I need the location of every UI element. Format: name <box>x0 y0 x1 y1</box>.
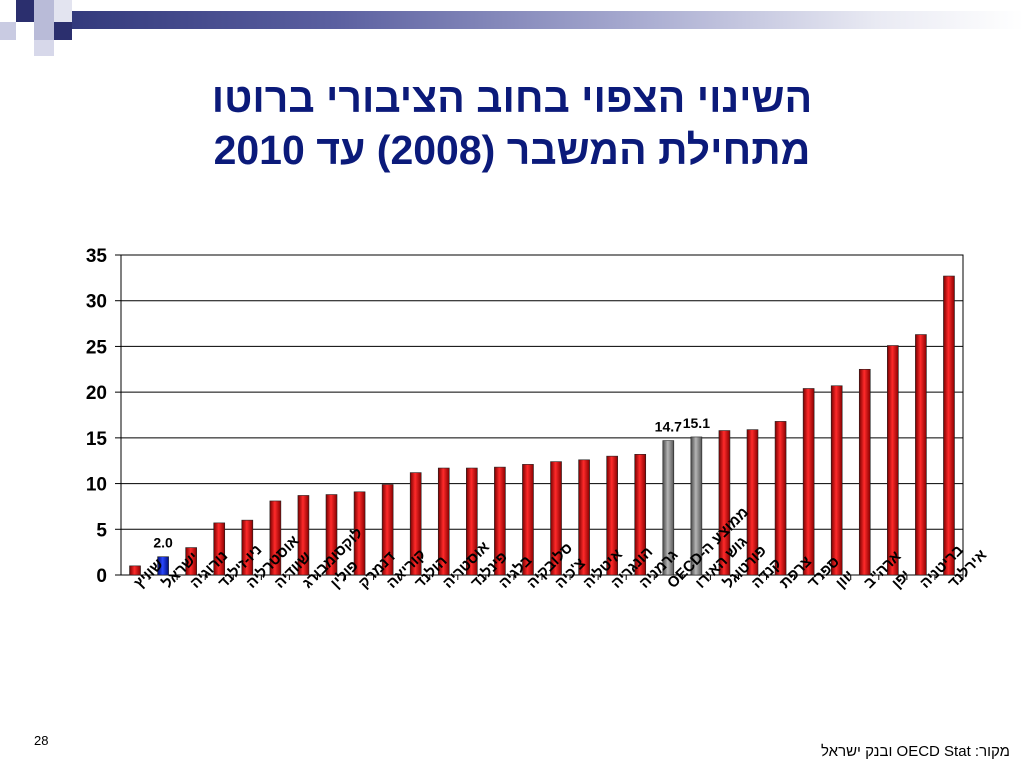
corner-decoration <box>0 0 72 56</box>
y-tick-label: 15 <box>86 429 108 450</box>
y-tick-label: 25 <box>86 337 108 358</box>
bar <box>578 459 590 576</box>
bar <box>858 368 871 576</box>
bar <box>662 440 675 576</box>
header-band <box>40 11 1024 29</box>
bar <box>802 388 815 576</box>
y-tick-label: 30 <box>86 292 107 313</box>
source-note: מקור: OECD Stat ובנק ישראל <box>821 743 1010 760</box>
y-tick-label: 20 <box>86 383 107 404</box>
bar <box>157 556 169 576</box>
bar <box>774 421 787 576</box>
bar <box>129 565 141 576</box>
bar <box>494 466 506 576</box>
bar <box>746 429 759 576</box>
slide-title: השינוי הצפוי בחוב הציבורי ברוטו מתחילת ה… <box>0 72 1024 176</box>
bar <box>915 334 927 576</box>
bar <box>353 491 366 576</box>
bar <box>830 385 843 576</box>
y-tick-label: 5 <box>96 520 107 541</box>
y-tick-label: 0 <box>96 566 107 587</box>
bar <box>887 345 899 576</box>
bar <box>381 484 394 576</box>
title-line-2: מתחילת המשבר (2008) עד 2010 <box>213 127 811 173</box>
bar <box>297 495 310 576</box>
data-label: 2.0 <box>153 535 173 551</box>
bar <box>522 464 534 576</box>
bar <box>269 500 282 576</box>
title-line-1: השינוי הצפוי בחוב הציבורי ברוטו <box>211 75 813 121</box>
bar <box>437 467 450 576</box>
bar <box>466 467 478 576</box>
page-number: 28 <box>34 733 49 748</box>
bar <box>325 494 338 576</box>
bar <box>718 430 731 576</box>
data-label: 14.7 <box>655 419 682 435</box>
bar <box>606 455 618 576</box>
bar <box>213 522 226 576</box>
bar <box>943 275 955 576</box>
bar <box>550 461 562 576</box>
bar <box>409 472 422 576</box>
bar <box>634 454 647 576</box>
data-label: 15.1 <box>683 415 710 431</box>
bar <box>690 436 703 576</box>
y-tick-label: 35 <box>86 246 108 267</box>
y-tick-label: 10 <box>86 475 107 496</box>
bar <box>241 519 254 576</box>
bar <box>185 547 197 576</box>
